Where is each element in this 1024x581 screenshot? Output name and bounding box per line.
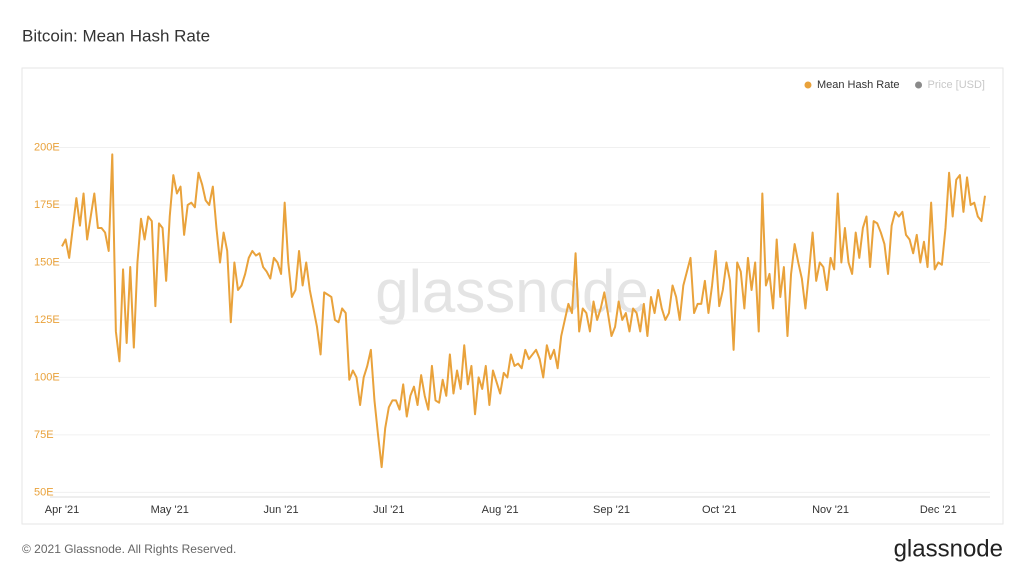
chart-title: Bitcoin: Mean Hash Rate [22, 26, 210, 45]
x-tick-label: Apr '21 [45, 504, 80, 516]
x-tick-label: Nov '21 [812, 504, 849, 516]
legend-label: Mean Hash Rate [817, 79, 900, 91]
x-tick-label: Oct '21 [702, 504, 737, 516]
chart-frame [21, 67, 1004, 525]
legend-label: Price [USD] [928, 79, 985, 91]
x-tick-label: May '21 [151, 504, 189, 516]
y-tick-label: 175E [34, 199, 60, 211]
y-tick-label: 150E [34, 256, 60, 268]
y-tick-label: 100E [34, 371, 60, 383]
y-tick-label: 75E [34, 429, 54, 441]
y-tick-label: 200E [34, 141, 60, 153]
x-tick-label: Jun '21 [264, 504, 299, 516]
watermark: glassnode [375, 258, 649, 325]
y-tick-label: 125E [34, 314, 60, 326]
x-tick-label: Sep '21 [593, 504, 630, 516]
y-tick-label: 50E [34, 486, 54, 498]
logo: glassnode [894, 535, 1003, 562]
legend-marker [804, 81, 812, 89]
x-tick-label: Aug '21 [482, 504, 519, 516]
data-line [61, 153, 986, 469]
footer: © 2021 Glassnode. All Rights Reserved. [22, 542, 236, 556]
x-tick-label: Jul '21 [373, 504, 404, 516]
x-tick-label: Dec '21 [920, 504, 957, 516]
legend-marker [915, 81, 923, 89]
